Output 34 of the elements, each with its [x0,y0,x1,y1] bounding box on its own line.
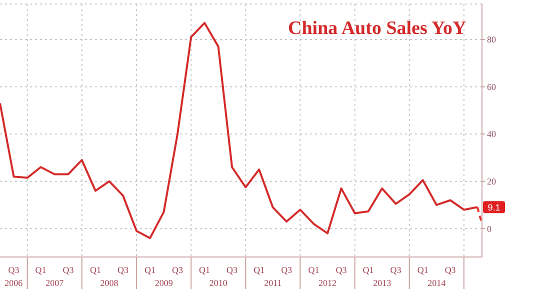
x-tick-label: Q3 [336,265,348,275]
text: 2007 [46,278,64,288]
x-tick-label: Q3 [62,265,74,275]
text: 2011 [264,278,282,288]
annotation: 9.1 [488,202,500,213]
y-tick-label: 0 [487,224,492,234]
text: 2009 [154,278,174,288]
y-tick-label: 40 [487,129,496,140]
y-tick-label: 80 [487,34,496,45]
x-tick-label: Q1 [254,265,265,275]
text: China Auto Sales YoY [288,18,466,40]
x-tick-label: Q1 [199,265,210,275]
x-tick-label: Q1 [308,265,320,275]
x-tick-label: Q1 [35,265,46,275]
x-tick-label: Q1 [144,265,156,275]
x-tick-label: Q3 [117,265,129,275]
x-tick-label: Q3 [390,265,402,275]
x-tick-label: Q3 [226,265,238,275]
x-tick-label: Q3 [8,265,20,275]
x-tick-label: Q1 [90,265,101,275]
text: 2006 [4,278,24,288]
x-tick-label: Q3 [172,265,184,275]
x-tick-label: Q3 [281,265,293,275]
line-series [0,22,478,240]
text: 2008 [100,278,119,288]
text: 2013 [373,278,392,288]
x-tick-label: Q1 [362,265,374,275]
text: 2012 [318,278,337,288]
y-tick-label: 20 [487,176,496,187]
text: 2014 [428,278,446,288]
x-tick-label: Q1 [417,265,428,275]
text: 2010 [209,278,228,288]
x-tick-label: Q3 [444,265,456,275]
y-tick-label: 60 [487,82,496,92]
